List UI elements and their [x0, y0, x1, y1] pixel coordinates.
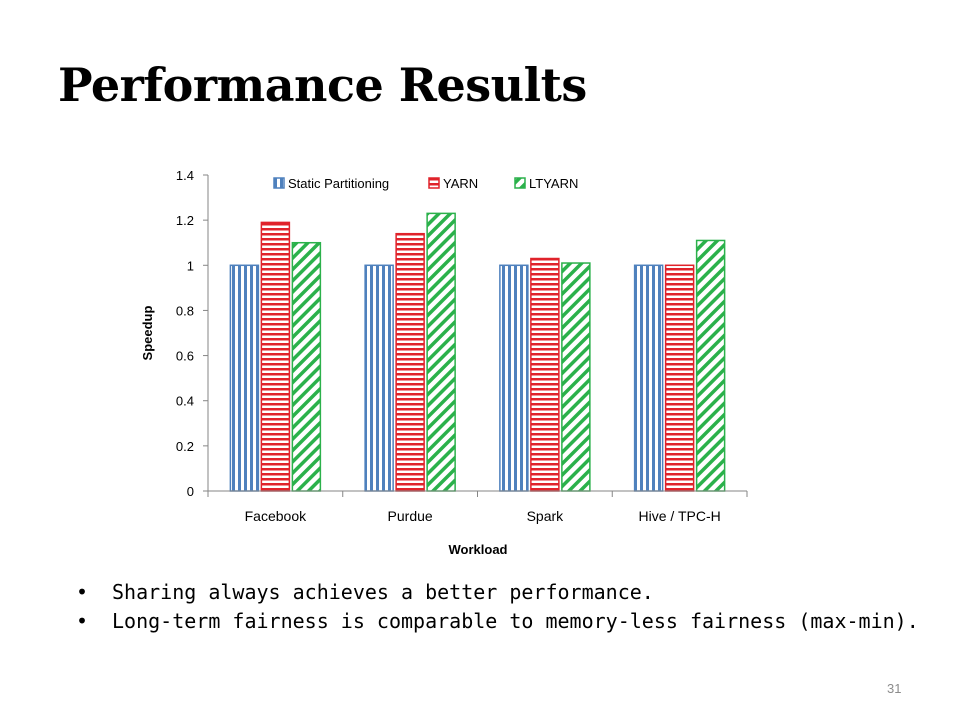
- bar-static-partitioning-1: [364, 264, 394, 492]
- bar-yarn-3: [664, 264, 695, 492]
- slide-title: Performance Results: [58, 58, 587, 112]
- x-tick-label: Facebook: [245, 508, 307, 524]
- bar-ltyarn-0: [291, 241, 322, 492]
- bar-static-partitioning-2: [499, 264, 529, 492]
- page-number: 31: [887, 681, 902, 696]
- bar-yarn-1: [395, 232, 425, 492]
- legend-label: LTYARN: [529, 176, 578, 191]
- bar-yarn-2: [530, 257, 560, 492]
- bars-group: [229, 212, 726, 492]
- x-tick-label: Spark: [527, 508, 565, 524]
- y-tick-label: 0: [187, 484, 194, 499]
- legend-label: Static Partitioning: [288, 176, 389, 191]
- bullet-item: • Long-term fairness is comparable to mem…: [76, 609, 919, 633]
- legend-label: YARN: [443, 176, 478, 191]
- bar-ltyarn-2: [561, 262, 591, 492]
- y-tick-label: 0.2: [176, 439, 194, 454]
- y-axis-label: Speedup: [140, 305, 155, 360]
- legend-swatch: [428, 177, 440, 189]
- legend-swatch: [514, 177, 526, 189]
- y-tick-label: 0.8: [176, 303, 194, 318]
- bullet-item: • Sharing always achieves a better perfor…: [76, 580, 654, 604]
- legend-swatch: [273, 177, 285, 189]
- y-axis-ticks: 0 0.2 0.4 0.6 0.8 1 1.2 1.4: [176, 168, 208, 499]
- y-tick-label: 1: [187, 258, 194, 273]
- bar-yarn-0: [260, 221, 291, 492]
- bar-static-partitioning-0: [229, 264, 260, 492]
- speedup-bar-chart: 0 0.2 0.4 0.6 0.8 1 1.2 1.4 Facebook Purdue Spark…: [140, 168, 748, 557]
- x-tick-label: Hive / TPC-H: [639, 508, 721, 524]
- bar-ltyarn-1: [426, 212, 456, 492]
- y-tick-label: 0.6: [176, 349, 194, 364]
- x-axis-tick-labels: Facebook Purdue Spark Hive / TPC-H: [245, 508, 721, 524]
- x-axis-label: Workload: [449, 542, 508, 557]
- y-tick-label: 0.4: [176, 394, 194, 409]
- bar-static-partitioning-3: [633, 264, 664, 492]
- x-tick-label: Purdue: [388, 508, 433, 524]
- bullet-list: • Sharing always achieves a better perfor…: [76, 578, 936, 636]
- y-tick-label: 1.4: [176, 168, 194, 183]
- bar-ltyarn-3: [695, 239, 726, 492]
- chart-legend: Static Partitioning YARN LTYARN: [273, 176, 578, 191]
- axes-group: [207, 175, 748, 497]
- y-tick-label: 1.2: [176, 213, 194, 228]
